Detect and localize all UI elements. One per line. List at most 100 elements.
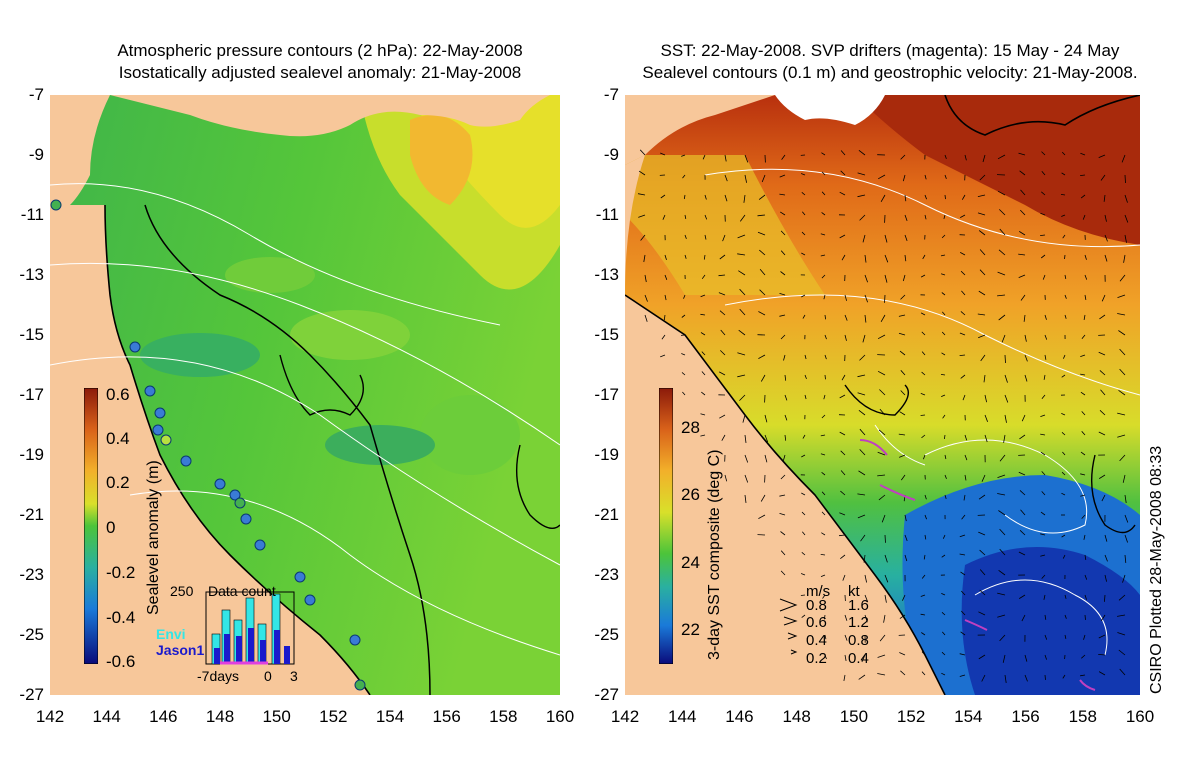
velocity-arrow [960,214,966,218]
velocity-arrow [843,674,846,681]
x-tick-label: 148 [205,707,235,726]
velocity-arrow [1043,374,1046,380]
velocity-arrow [684,234,687,239]
velocity-arrow [860,534,866,542]
y-tick-label: -15 [594,325,619,344]
velocity-arrow [724,174,728,182]
velocity-arrow [923,554,926,560]
velocity-arrow [1064,274,1067,279]
velocity-arrow [1021,614,1026,622]
velocity-arrow [877,334,886,340]
velocity-arrow [1040,234,1046,236]
velocity-arrow [1041,394,1046,400]
velocity-arrow [702,154,706,160]
velocity-arrow [984,394,987,403]
velocity-arrow [801,294,806,298]
velocity-arrow [780,271,786,276]
y-tick-label: -11 [595,205,619,224]
velocity-arrow [821,471,826,476]
velocity-arrow [1018,274,1026,278]
velocity-arrow [960,631,966,636]
velocity-arrow [879,408,886,416]
left-cb-tick: -0.2 [106,563,136,582]
velocity-arrow [1044,314,1047,320]
velocity-arrow [941,292,946,296]
velocity-arrow [979,269,986,276]
velocity-arrow [839,431,846,436]
velocity-arrow [920,414,926,416]
velocity-arrow [1024,654,1028,662]
velocity-arrow [1098,654,1106,656]
velocity-arrow [701,274,706,280]
velocity-arrow [941,311,946,316]
velocity-arrow [940,273,946,276]
x-tick-label: 144 [92,707,121,726]
y-tick-label: -13 [594,265,619,284]
velocity-arrow [981,674,986,682]
velocity-arrow [943,214,946,220]
velocity-arrow [922,254,926,260]
velocity-arrow [941,331,946,336]
velocity-arrow [720,329,726,336]
legend-arrows [779,598,798,655]
velocity-arrow [1098,634,1106,639]
velocity-arrow [944,174,947,179]
velocity-arrow [1018,594,1026,599]
velocity-arrow [1104,254,1108,262]
velocity-arrow [900,474,906,481]
velocity-arrow [944,154,947,159]
velocity-arrow [781,154,786,160]
velocity-arrow [704,194,707,200]
velocity-arrow [859,214,866,221]
y-tick-label: -9 [603,145,619,164]
left-cb-tick: -0.6 [106,652,136,671]
velocity-arrow [700,413,706,416]
velocity-arrow [1041,574,1046,579]
velocity-arrow [644,314,648,322]
velocity-arrow [858,409,866,416]
velocity-arrow [1118,330,1126,336]
velocity-arrow [684,254,687,259]
velocity-arrow [739,288,746,296]
velocity-arrow [1119,368,1126,376]
velocity-arrow [820,574,826,577]
velocity-arrow [660,354,666,358]
velocity-arrow [979,174,986,181]
velocity-arrow [664,254,667,261]
velocity-arrow [1001,334,1006,343]
velocity-arrow [760,374,766,382]
velocity-arrow [1062,674,1066,679]
velocity-arrow [961,514,966,520]
x-tick-label: 146 [149,707,178,726]
velocity-arrow [878,429,886,436]
velocity-arrow [862,334,866,343]
velocity-arrow [1081,514,1086,519]
velocity-arrow [820,254,826,257]
velocity-arrow [999,634,1006,642]
velocity-arrow [820,233,826,236]
velocity-arrow [704,234,707,240]
x-tick-label: 142 [35,707,65,726]
velocity-arrow [899,411,906,416]
data-count-inset [205,591,295,665]
velocity-arrow [940,254,946,257]
legend-kt: 0.8 [848,632,869,649]
velocity-arrow [1062,234,1066,239]
velocity-arrow [1100,389,1106,396]
velocity-arrow [1124,494,1127,503]
velocity-arrow [978,494,986,500]
velocity-arrow [1041,471,1046,476]
velocity-arrow [1104,574,1107,582]
credit-label: CSIRO Plotted 28-May-2008 08:33 [1148,445,1165,694]
velocity-arrow [1100,174,1106,181]
velocity-arrow [1061,492,1066,496]
x-tick-label: 154 [375,707,405,726]
left-title-line2: Isostatically adjusted sealevel anomaly:… [118,63,522,82]
left-cb-tick: -0.4 [106,608,136,627]
velocity-arrow [700,294,706,298]
velocity-arrow [839,512,846,516]
x-tick-label: 150 [262,707,291,726]
velocity-arrow [801,191,806,196]
velocity-arrow [899,652,906,656]
velocity-arrow [902,274,906,282]
